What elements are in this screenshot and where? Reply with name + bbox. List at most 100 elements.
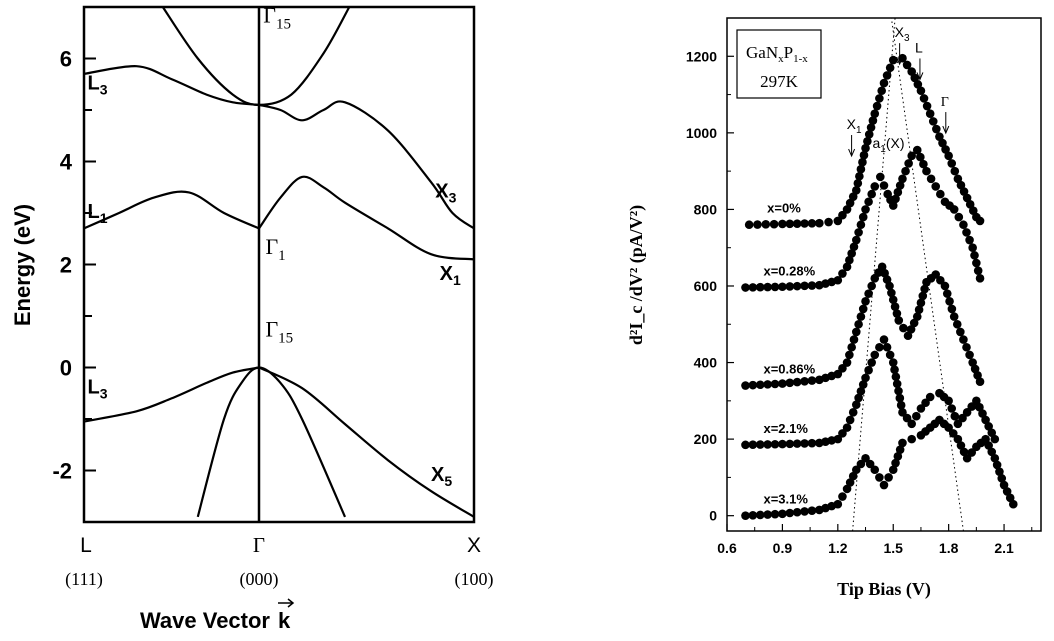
- spectrum-point: [875, 94, 884, 103]
- spectrum-point: [907, 151, 917, 161]
- spectrum-point: [741, 381, 750, 390]
- spectrum-point: [967, 402, 977, 411]
- dotted-guide-line: [890, 17, 964, 532]
- spectrum-point: [903, 331, 913, 341]
- spectrum-point: [899, 323, 908, 333]
- spectrum-point: [800, 507, 809, 516]
- spectrum-point: [888, 295, 898, 305]
- spectrum-point: [894, 386, 903, 396]
- spectrum-point: [778, 509, 787, 519]
- spectrum-point: [868, 116, 878, 125]
- spectrum-point: [907, 419, 917, 429]
- spectrum-point: [864, 365, 873, 375]
- tip-bias-axis-label: Tip Bias (V): [837, 579, 931, 600]
- spectrum-point: [875, 342, 884, 352]
- k-vector-symbol: k: [278, 598, 295, 633]
- spectrum-point: [761, 220, 771, 229]
- spectrum-point: [870, 182, 880, 191]
- spectrum-point: [956, 180, 966, 190]
- spectrum-point: [925, 109, 935, 119]
- spectrum-point: [956, 441, 966, 450]
- band-curves: [83, 6, 475, 518]
- spectrum-point: [893, 187, 903, 197]
- spectrum-point: [838, 210, 847, 220]
- spectrum-point: [962, 408, 972, 417]
- band-line: [258, 100, 475, 230]
- spectrum-point: [888, 358, 898, 367]
- spectrum-point: [748, 283, 758, 292]
- spectrum-point: [763, 510, 772, 519]
- spectrum-point: [953, 434, 963, 444]
- spectrum-point: [856, 459, 866, 469]
- spectrum-point: [856, 164, 866, 174]
- spectrum-point: [1008, 499, 1018, 509]
- spectrum-point: [959, 447, 969, 457]
- x-tick-label: 1.2: [828, 540, 848, 556]
- spectrum-point: [842, 484, 852, 494]
- spectrum-point: [861, 143, 870, 153]
- y-tick-label: 0: [709, 508, 717, 524]
- spectrum-point: [928, 117, 938, 126]
- symmetry-point-label: L1: [88, 201, 108, 226]
- spectrum-point: [995, 467, 1004, 476]
- spectrum-point: [981, 415, 990, 425]
- spectrum-point: [861, 205, 870, 214]
- wave-vector-axis-label: Wave Vector: [140, 608, 270, 633]
- x-tick-label: 1.8: [939, 540, 959, 556]
- x-tick-label: 1.5: [884, 540, 904, 556]
- spectrum-point: [999, 480, 1009, 490]
- spectrum-point: [778, 439, 787, 449]
- spectrum-point: [845, 350, 854, 360]
- spectrum-point: [785, 439, 795, 449]
- spectrum-point: [864, 130, 874, 139]
- spectrum-point: [920, 284, 929, 294]
- spectrum-point: [769, 219, 779, 229]
- annotation-arrowhead: [848, 148, 856, 158]
- spectrum-point: [909, 318, 919, 328]
- spectrum-point: [949, 205, 959, 214]
- spectrum-point: [916, 152, 925, 162]
- spectrum-point: [891, 458, 900, 468]
- spectrum-point: [975, 216, 985, 226]
- spectrum-point: [870, 465, 880, 475]
- sample-legend-box: GaNxP1-x 297K: [736, 29, 822, 99]
- spectrum-point: [916, 298, 926, 308]
- spectrum-point: [770, 379, 780, 389]
- spectrum-point: [845, 255, 854, 265]
- band-line: [83, 366, 260, 423]
- spectrum-point: [815, 218, 824, 228]
- spectrum-point: [888, 201, 898, 210]
- spectrum-point: [978, 409, 987, 418]
- spectrum-point: [892, 309, 902, 318]
- spectrum-point: [848, 192, 858, 201]
- spectrum-point: [864, 289, 873, 298]
- spectrum-point: [907, 434, 917, 444]
- spectrum-point: [842, 358, 852, 367]
- spectrum-series: [744, 53, 985, 230]
- series-label: x=2.1%: [763, 421, 808, 436]
- annotation-arrowhead: [896, 56, 904, 66]
- spectrum-point: [919, 159, 928, 169]
- spectrum-point: [990, 453, 1000, 463]
- spectrum-point: [856, 220, 866, 230]
- spectrum-point: [959, 335, 968, 344]
- spectrum-point: [898, 174, 907, 184]
- spectrum-point: [896, 400, 906, 410]
- series-label: x=0.28%: [763, 264, 815, 279]
- spectrum-point: [845, 198, 855, 208]
- spectrum-point: [947, 304, 957, 314]
- spectrum-point: [975, 274, 985, 283]
- spectrum-point: [861, 373, 870, 383]
- spectrum-point: [741, 283, 750, 292]
- k-point-symbol: Γ: [253, 533, 265, 557]
- y-tick-label: 1200: [686, 48, 717, 64]
- spectrum-point: [952, 319, 962, 329]
- spectrum-point: [942, 289, 952, 298]
- spectrum-point: [741, 440, 750, 450]
- peak-annotations: X3 L Γ X1 a1(X): [847, 24, 950, 158]
- svg-text:297K: 297K: [760, 72, 799, 91]
- y-tick-label: 400: [694, 355, 718, 371]
- spectrum-point: [856, 386, 866, 396]
- spectrum-point: [858, 212, 868, 222]
